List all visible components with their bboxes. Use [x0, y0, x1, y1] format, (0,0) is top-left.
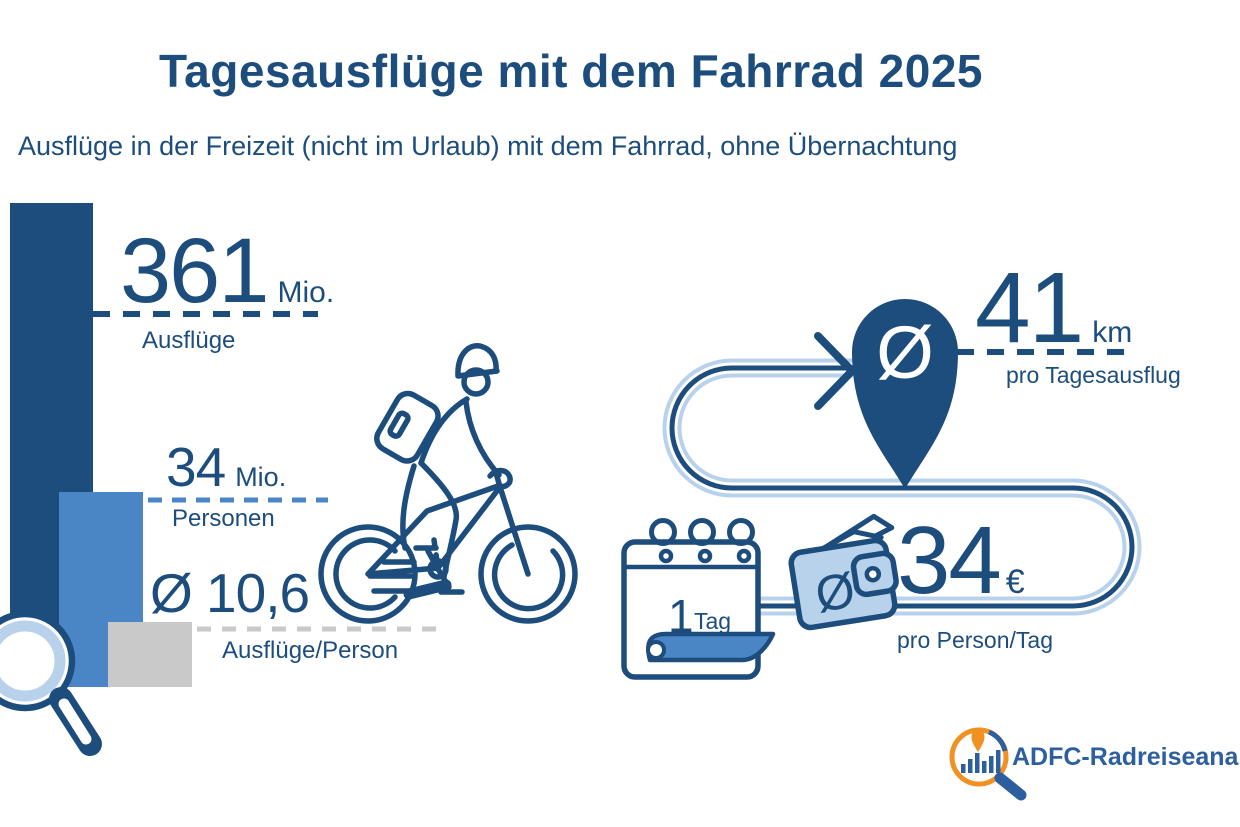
stat-kosten-unit: €: [1005, 563, 1025, 601]
bar-ausfluege-pro-person: [108, 622, 192, 687]
rider-leg-far: [400, 463, 417, 551]
stat-kosten-value: 34: [897, 507, 1002, 614]
front-wheel: [478, 524, 578, 624]
stat-distanz-value: 41: [975, 252, 1084, 364]
title-year: 2025: [878, 45, 983, 97]
stat-ausfluege-pro-person-value: Ø 10,6: [150, 562, 310, 624]
stat-personen-label: Personen: [172, 505, 275, 532]
rider-leg-near: [418, 460, 460, 580]
helmet-icon: [455, 343, 500, 379]
location-pin-icon: Ø: [852, 299, 958, 489]
page-subtitle: Ausflüge in der Freizeit (nicht im Urlau…: [18, 131, 958, 161]
stat-ausfluege: 361 Mio.: [120, 225, 334, 317]
stat-ausfluege-unit: Mio.: [277, 276, 335, 309]
rider-arm: [463, 399, 502, 478]
rear-wheel: [318, 524, 418, 624]
cyclist-icon: [318, 343, 578, 624]
rider-head: [461, 367, 491, 397]
rider-torso: [418, 396, 470, 466]
logo-handle: [994, 772, 1027, 801]
pin-average-symbol: Ø: [876, 311, 934, 394]
stat-distanz-unit: km: [1092, 316, 1133, 349]
logo-text: ADFC-Radreiseanalyse: [1012, 743, 1240, 771]
stat-personen: 34 Mio.: [166, 440, 286, 495]
wallet-icon: Ø: [788, 513, 899, 631]
logo-pin-icon: [971, 730, 985, 752]
stat-distanz: 41 km: [975, 258, 1132, 358]
arrow-icon: [814, 332, 856, 410]
logo-bars: [961, 750, 1001, 773]
calendar-fold-curl: [646, 640, 666, 660]
wallet-average-symbol: Ø: [812, 562, 859, 623]
stat-ausfluege-pro-person: Ø 10,6: [150, 562, 310, 624]
stat-distanz-label: pro Tagesausflug: [1006, 362, 1181, 388]
stat-ausfluege-pro-person-label: Ausflüge/Person: [222, 637, 399, 664]
backpack-icon: [374, 390, 441, 464]
stat-personen-value: 34: [166, 436, 226, 498]
magnifier-icon: [0, 610, 102, 756]
page-title: Tagesausflüge mit dem Fahrrad 2025: [159, 44, 983, 98]
stat-ausfluege-value: 361: [120, 220, 269, 322]
title-main: Tagesausflüge mit dem Fahrrad: [159, 45, 866, 97]
stat-kosten: 34 €: [897, 513, 1025, 609]
calendar-icon: 1 Tag: [621, 518, 776, 680]
stat-ausfluege-label: Ausflüge: [142, 327, 236, 354]
calendar-fold: [646, 631, 776, 663]
rider-shoe: [403, 579, 452, 600]
stat-kosten-label: pro Person/Tag: [897, 627, 1053, 653]
calendar-day-unit: Tag: [694, 608, 731, 634]
logo-magnifier-icon: [949, 727, 1027, 801]
route-path: [662, 358, 1142, 616]
stat-personen-unit: Mio.: [235, 462, 287, 492]
